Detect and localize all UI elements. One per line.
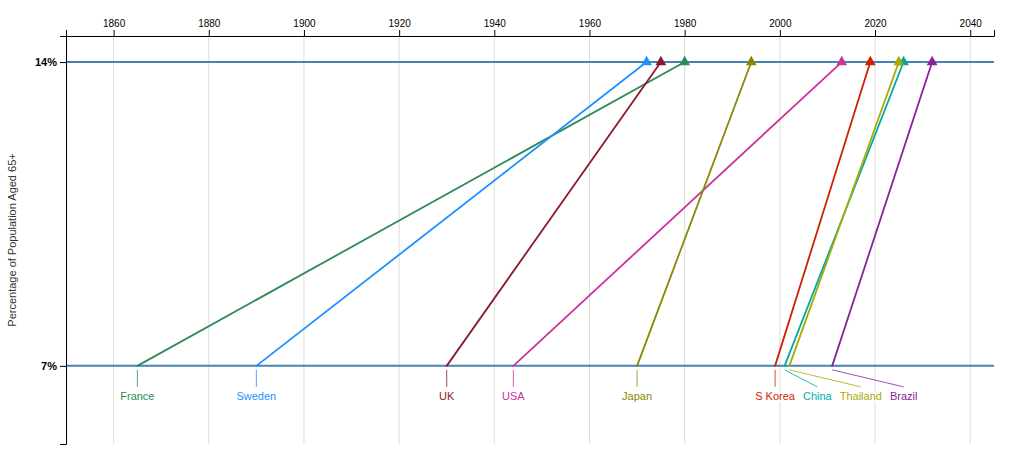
grid [66,36,994,444]
y-axis: 7% 14% [35,37,67,445]
marker [893,56,904,65]
grid-line-x [208,36,209,444]
tick: 1880 [198,18,221,36]
tick-mark [399,30,400,36]
tick-mark [589,30,590,36]
leader-line [513,370,514,387]
leader-line [832,370,903,387]
grid-line-x [970,36,971,444]
tick: 2020 [864,18,887,36]
tick-mark [970,30,971,36]
tick: 1940 [484,18,507,36]
series-label: S Korea [755,390,796,402]
series-line [447,62,661,366]
grid-line-x [303,36,304,444]
y-axis-title: Percentage of Population Aged 65+ [6,153,18,326]
grid-line-y [66,61,994,63]
tick-mark [114,30,115,36]
tick-label: 7% [41,360,57,372]
tick-label: 2020 [864,18,887,29]
tick-label: 1980 [674,18,697,29]
series-labels: France Sweden UK USA Japan S Korea China Thaila… [120,370,917,402]
grid-line-y [66,365,994,367]
tick-label: 1940 [484,18,507,29]
leader-line [637,370,638,387]
series-label: Brazil [890,390,918,402]
leader-line [789,370,860,387]
tick: 1860 [103,18,126,36]
series-line [256,62,646,366]
tick: 1980 [674,18,697,36]
tick-label: 1900 [293,18,316,29]
tick-mark [209,30,210,36]
marker [679,56,690,65]
axis-line [67,30,995,37]
grid-line-x [399,36,400,444]
series-line [832,62,932,366]
marker [927,56,938,65]
leader-line [775,370,776,387]
tick: 14% [35,56,66,68]
marker [865,56,876,65]
series-line [785,62,904,366]
tick-label: 2040 [960,18,983,29]
tick-mark [304,30,305,36]
series-line [637,62,751,366]
tick-label: 1920 [389,18,412,29]
tick-label: 1860 [103,18,126,29]
grid-line-x [779,36,780,444]
marker [836,56,847,65]
marker [746,56,757,65]
grid-line-x [494,36,495,444]
grid-line-x [875,36,876,444]
tick: 1920 [389,18,412,36]
leader-line [446,370,447,387]
tick: 2040 [960,18,983,36]
grid-line-x [113,36,114,444]
series-label: Japan [622,390,652,402]
series-label: China [803,390,833,402]
marker [655,56,666,65]
x-axis: 1860 1880 1900 1920 1940 1960 1980 2000 2020 2040 [67,18,995,37]
tick-label: 2000 [769,18,792,29]
tick-mark [780,30,781,36]
series-label: USA [502,390,525,402]
tick-label: 14% [35,56,57,68]
series-label: Sweden [236,390,276,402]
tick-mark [685,30,686,36]
leader-line [256,370,257,387]
tick-mark [875,30,876,36]
grid-line-x [589,36,590,444]
tick: 2000 [769,18,792,36]
chart: 1860 1880 1900 1920 1940 1960 1980 2000 2020 2040… [0,0,1014,458]
tick-mark [60,62,66,63]
series-label: Thailand [840,390,882,402]
axis-line [60,37,67,445]
series-label: UK [439,390,455,402]
series-line [775,62,870,366]
tick-mark [60,366,66,367]
series-line [137,62,684,366]
marker [641,56,652,65]
tick: 7% [41,360,66,372]
tick: 1900 [293,18,316,36]
tick-mark [494,30,495,36]
tick-label: 1960 [579,18,602,29]
marks [137,56,937,366]
tick: 1960 [579,18,602,36]
series-line [513,62,841,366]
series-label: France [120,390,154,402]
leader-line [137,370,138,387]
tick-label: 1880 [198,18,221,29]
